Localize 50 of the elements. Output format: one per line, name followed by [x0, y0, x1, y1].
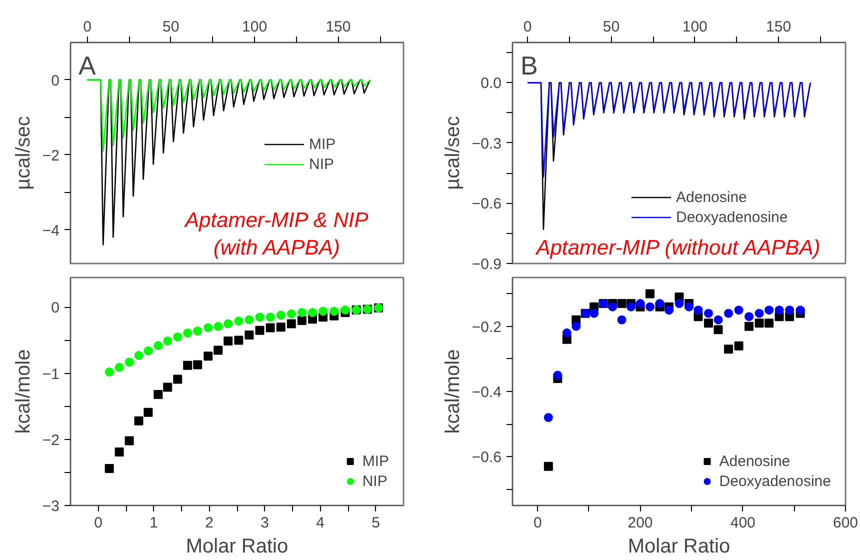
annotation: A: [78, 50, 96, 80]
x-tick-label: 400: [730, 514, 756, 532]
y-tick-label: −0.6: [472, 449, 502, 466]
x-tick-label: 0: [83, 18, 92, 36]
x-axis-title: Molar Ratio: [628, 536, 730, 558]
y-tick-label: −1: [42, 366, 60, 383]
x-tick-label: 50: [162, 18, 180, 36]
x-tick-label: 0: [533, 514, 542, 532]
y-tick-label: −0.2: [472, 318, 502, 336]
annotation: Aptamer-MIP & NIP (with AAPBA): [183, 208, 368, 260]
legend-label: NIP: [362, 472, 388, 490]
y-axis-title: kcal/mole: [442, 349, 464, 434]
y-tick-label: −0.6: [472, 196, 502, 213]
x-tick-label: 600: [832, 514, 858, 532]
y-axis-title: µcal/sec: [12, 116, 34, 190]
y-axis-title: kcal/mole: [12, 349, 34, 434]
x-tick-label: 0: [94, 514, 102, 532]
legend-label: Deoxyadenosine: [719, 472, 831, 490]
x-tick-label: 150: [766, 18, 792, 36]
y-tick-label: −3: [42, 498, 60, 515]
x-tick-label: 50: [602, 18, 620, 36]
legend-label: NIP: [309, 156, 334, 172]
x-axis-title: Molar Ratio: [186, 536, 288, 558]
legend-label: MIP: [309, 136, 336, 152]
y-tick-label: 0.0: [480, 75, 502, 92]
x-tick-label: 5: [372, 514, 380, 532]
x-tick-label: 1: [150, 514, 158, 532]
x-tick-label: 0: [523, 18, 532, 36]
x-tick-label: 2: [205, 514, 214, 532]
x-tick-label: 150: [326, 18, 351, 36]
annotation: B: [520, 50, 538, 80]
x-tick-label: 4: [316, 514, 324, 532]
x-tick-label: 200: [628, 514, 653, 532]
y-tick-label: −4: [42, 222, 60, 240]
x-tick-label: 100: [242, 18, 268, 36]
y-tick-label: 0: [51, 300, 60, 317]
x-tick-label: 3: [260, 514, 269, 532]
y-tick-label: −2: [42, 147, 60, 164]
y-tick-label: −0.9: [472, 256, 502, 273]
legend-label: Adenosine: [676, 188, 747, 206]
y-tick-label: −0.4: [472, 384, 502, 401]
y-tick-label: −2: [42, 432, 60, 449]
y-axis-title: µcal/sec: [442, 116, 464, 190]
x-tick-label: 100: [682, 18, 708, 36]
y-tick-label: 0: [51, 72, 60, 90]
legend-label: Deoxyadenosine: [676, 208, 788, 226]
legend-label: MIP: [362, 452, 389, 470]
y-tick-label: −0.3: [472, 135, 502, 152]
legend-label: Adenosine: [719, 452, 790, 470]
annotation: Aptamer-MIP (without AAPBA): [534, 236, 820, 260]
